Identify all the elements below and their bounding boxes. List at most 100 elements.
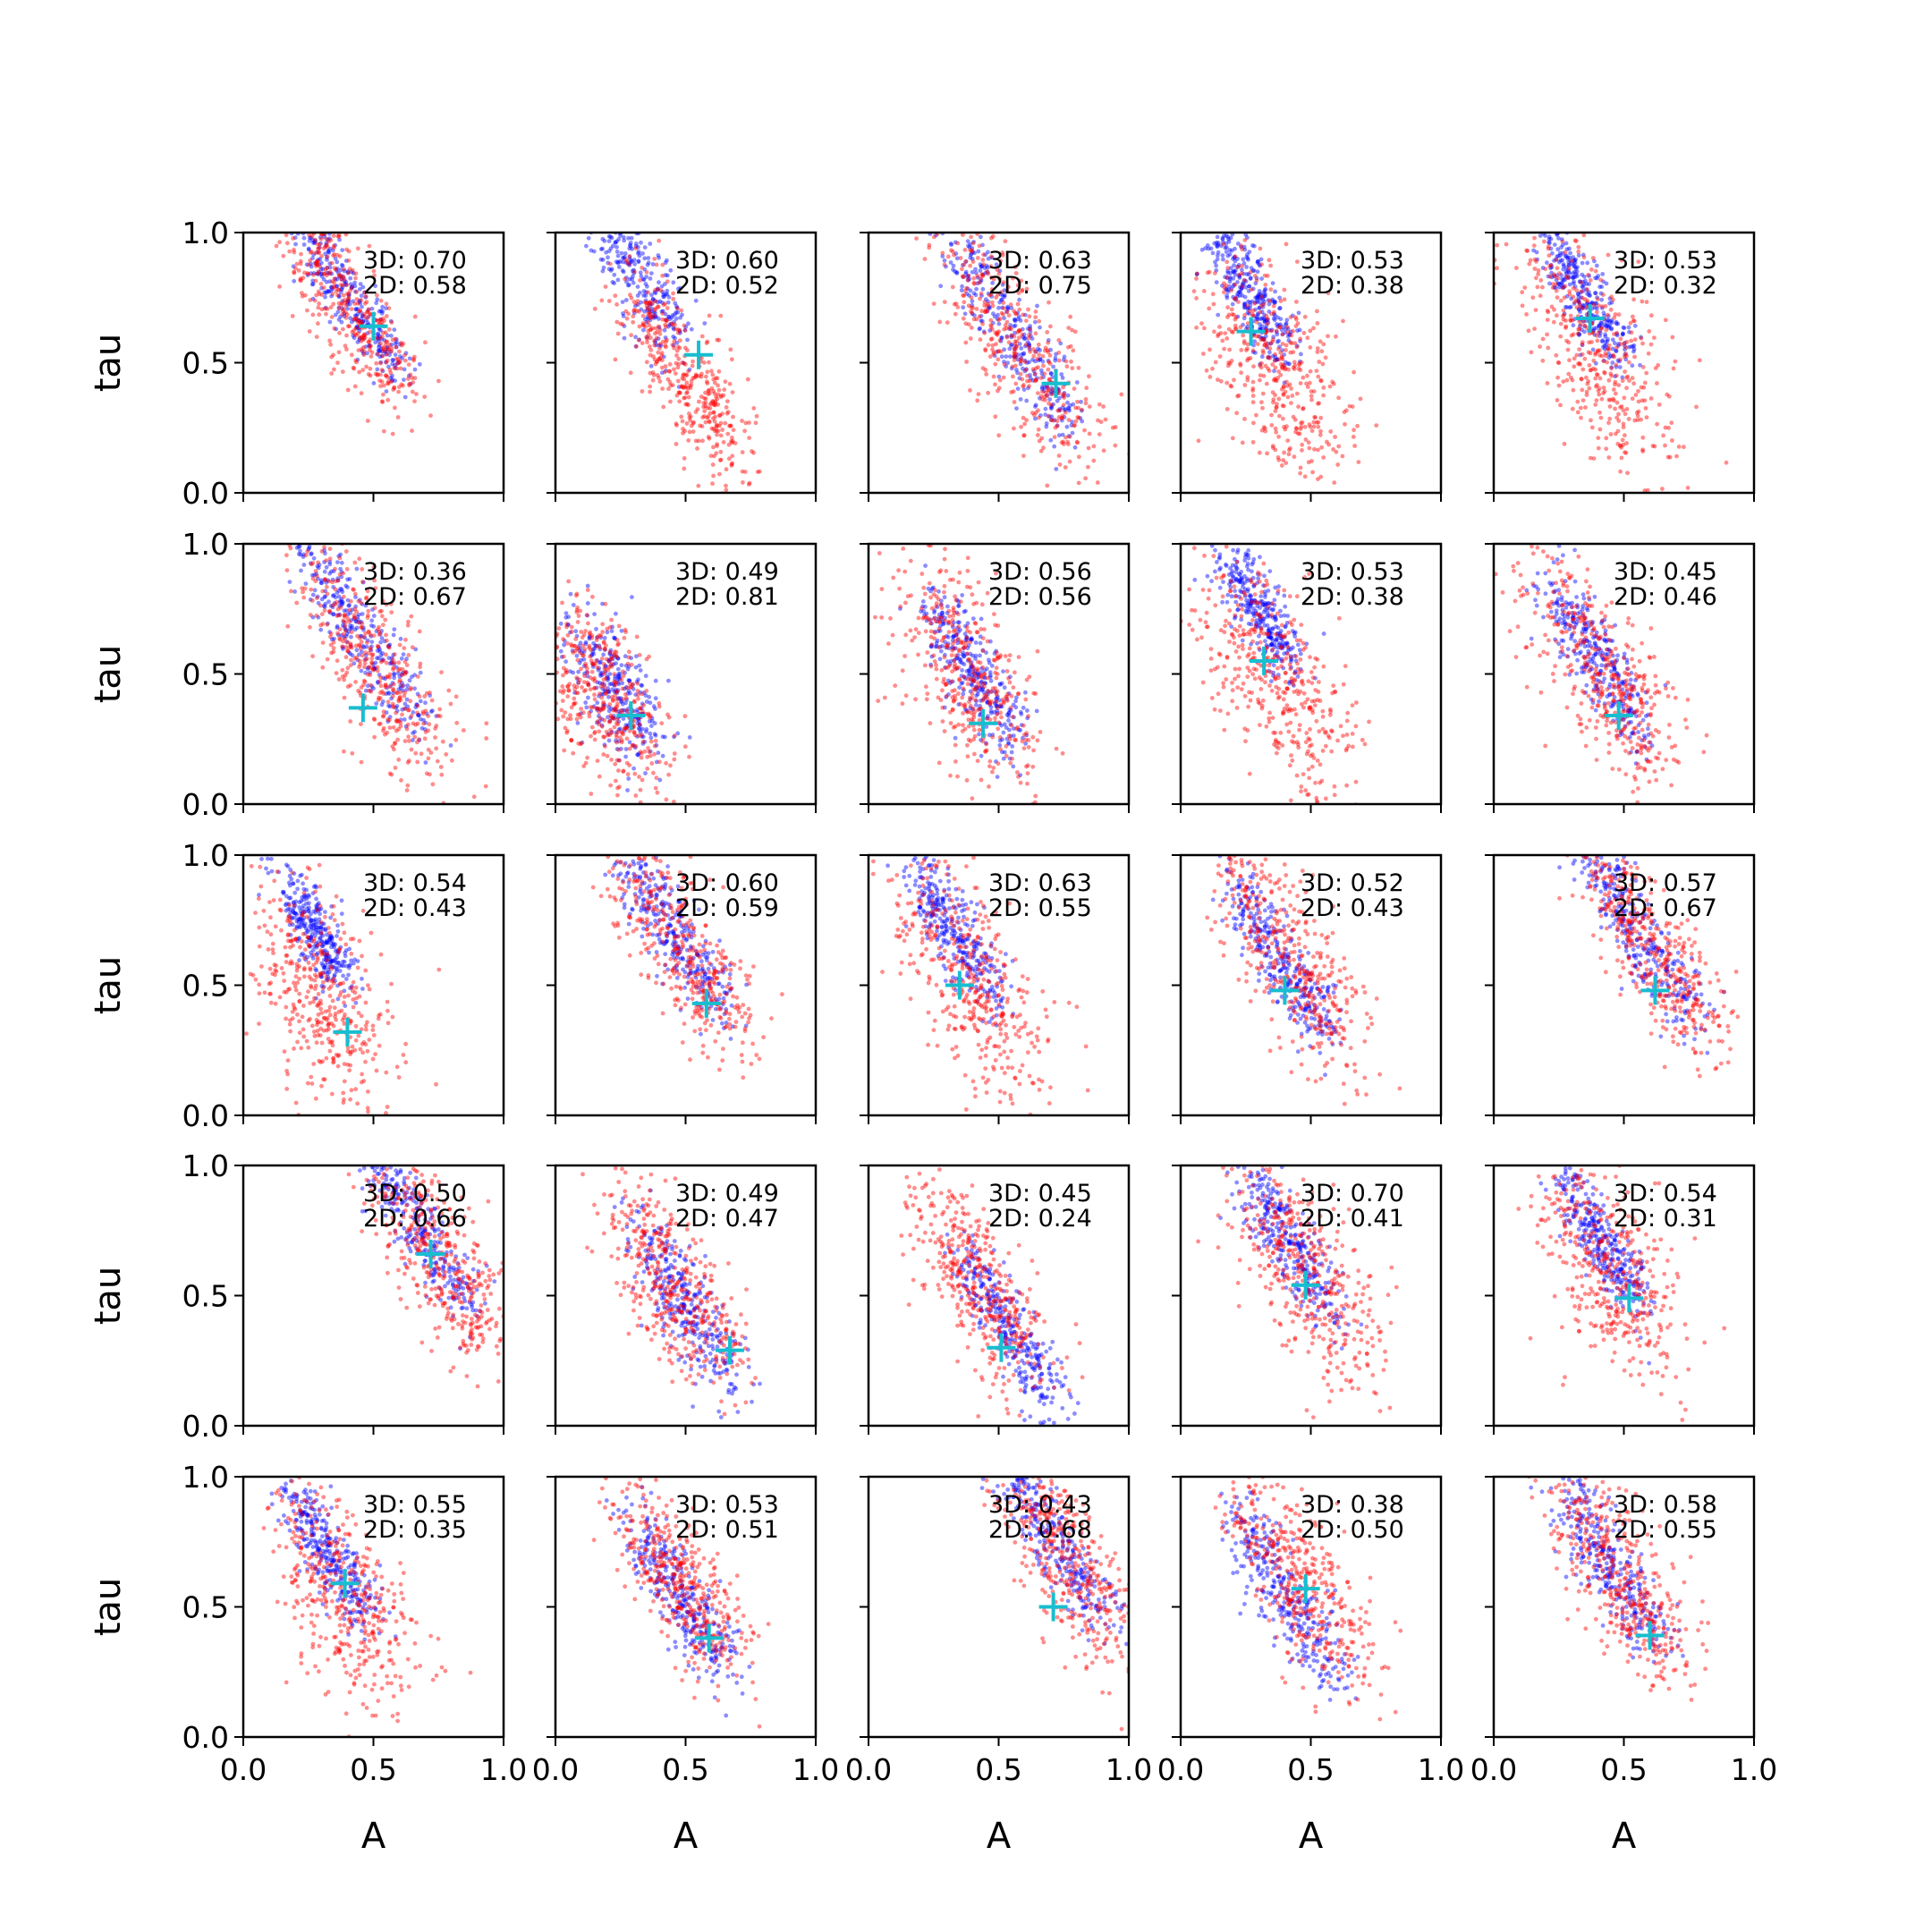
data-point — [449, 758, 454, 763]
data-point — [687, 735, 692, 740]
data-point — [1087, 404, 1092, 409]
data-point — [970, 241, 976, 246]
data-point — [1640, 365, 1646, 369]
data-point — [1314, 420, 1319, 425]
data-point — [564, 670, 569, 675]
data-point — [996, 321, 1002, 326]
series-2d — [1494, 233, 1729, 493]
data-point — [1334, 334, 1338, 339]
data-point — [613, 240, 618, 245]
data-point — [682, 345, 688, 351]
data-point — [1599, 306, 1605, 310]
data-point — [630, 258, 634, 264]
data-point — [961, 305, 966, 310]
data-point — [711, 410, 716, 415]
data-point — [651, 704, 657, 709]
data-point — [323, 244, 328, 250]
data-point — [996, 374, 1002, 379]
data-point — [1232, 377, 1236, 383]
data-point — [359, 298, 364, 302]
data-point — [328, 217, 333, 222]
data-point — [653, 226, 657, 231]
data-point — [624, 724, 630, 729]
data-point — [295, 217, 300, 222]
data-point — [1013, 342, 1018, 347]
data-point — [1018, 397, 1023, 402]
data-point — [1268, 341, 1273, 346]
data-point — [631, 274, 635, 279]
y-tick-label: 0.0 — [182, 787, 229, 822]
data-point — [1619, 445, 1623, 450]
data-point — [640, 341, 645, 345]
data-point — [598, 659, 603, 665]
data-point — [675, 731, 681, 736]
data-point — [711, 377, 716, 382]
data-point — [1621, 425, 1626, 429]
data-point — [387, 352, 392, 358]
data-point — [312, 588, 318, 593]
data-point — [380, 699, 386, 704]
data-point — [1006, 340, 1012, 345]
data-point — [671, 280, 676, 285]
data-point — [999, 354, 1004, 360]
data-point — [1091, 458, 1097, 463]
data-point — [1224, 275, 1230, 281]
data-point — [635, 752, 640, 758]
data-point — [347, 292, 352, 297]
data-point — [1264, 381, 1269, 386]
data-point — [385, 344, 390, 350]
data-point — [664, 344, 668, 350]
data-point — [645, 262, 650, 267]
data-point — [1019, 278, 1024, 284]
data-point — [1224, 275, 1230, 280]
data-point — [1262, 319, 1267, 324]
data-point — [1576, 299, 1581, 304]
data-point — [989, 294, 995, 299]
data-point — [723, 379, 728, 385]
data-point — [345, 616, 351, 621]
data-point — [387, 642, 393, 648]
data-point — [1553, 285, 1558, 290]
data-point — [1229, 288, 1233, 293]
data-point — [1056, 358, 1062, 363]
data-point — [1674, 453, 1679, 459]
data-point — [983, 309, 988, 315]
data-point — [1557, 282, 1563, 287]
data-point — [1019, 424, 1023, 429]
data-point — [1056, 408, 1062, 413]
data-point — [614, 661, 618, 665]
data-point — [1555, 254, 1560, 259]
data-point — [332, 367, 336, 372]
data-point — [631, 300, 637, 304]
data-point — [1238, 290, 1243, 295]
data-point — [384, 652, 388, 657]
data-point — [391, 724, 396, 730]
data-point — [666, 314, 672, 319]
data-point — [1220, 253, 1225, 258]
data-point — [646, 260, 651, 266]
data-point — [1021, 335, 1026, 340]
data-point — [675, 309, 681, 315]
data-point — [600, 258, 606, 262]
data-point — [358, 658, 362, 664]
data-point — [1576, 298, 1580, 303]
data-point — [707, 388, 711, 393]
data-point — [568, 591, 573, 597]
data-point — [689, 423, 694, 428]
data-point — [344, 299, 350, 304]
data-point — [1548, 263, 1554, 267]
data-point — [558, 648, 564, 654]
data-point — [1315, 309, 1319, 314]
data-point — [1623, 347, 1627, 352]
data-point — [651, 372, 657, 377]
data-point — [640, 277, 646, 282]
data-point — [1274, 328, 1279, 334]
data-point — [640, 683, 645, 688]
data-point — [386, 645, 392, 650]
data-point — [1576, 326, 1581, 332]
data-point — [343, 613, 347, 617]
data-point — [635, 689, 640, 693]
data-point — [1258, 363, 1262, 369]
data-point — [617, 671, 623, 676]
data-point — [703, 403, 708, 409]
